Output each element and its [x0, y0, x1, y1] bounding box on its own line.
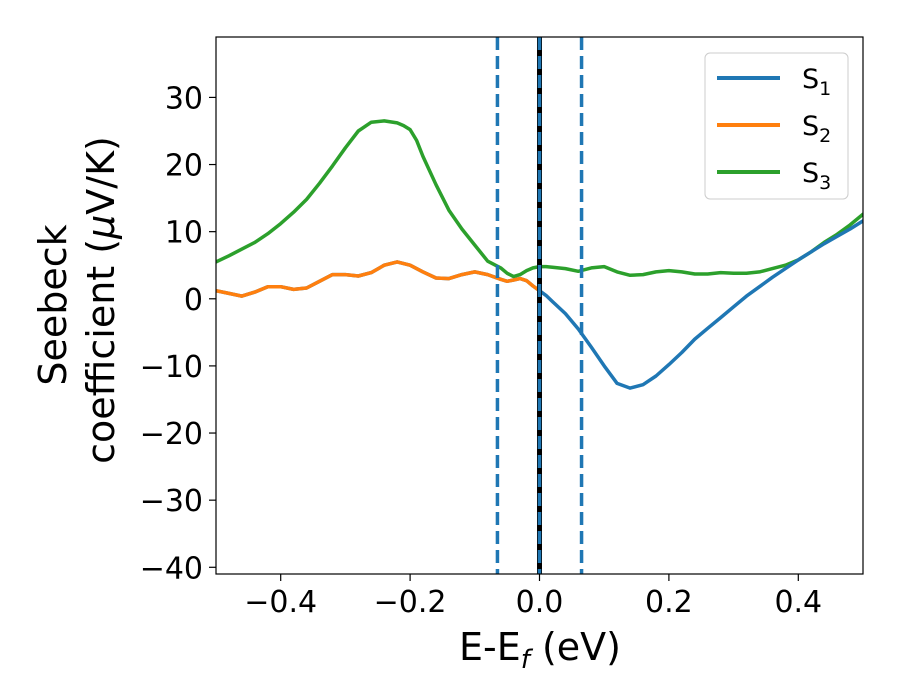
vline-layer [495, 37, 584, 574]
y-tick-label: −30 [140, 484, 203, 519]
y-tick-label: 0 [184, 283, 203, 318]
y-tick-label: 20 [165, 149, 203, 184]
y-tick-label: 30 [165, 81, 203, 116]
y-tick-label: −40 [140, 551, 203, 586]
series-line-s2 [216, 260, 542, 298]
x-axis-title-main: E-E [459, 625, 521, 669]
x-axis-title-unit: (eV) [530, 625, 621, 669]
x-tick-label: 0.0 [516, 585, 564, 620]
legend-label-s1: S1 [802, 64, 831, 100]
x-tick-label: 0.4 [774, 585, 822, 620]
y-axis: −40 −30 −20 −10 0 10 20 30 [140, 81, 216, 586]
y-axis-title-mu: μ [79, 215, 123, 240]
legend: S1 S2 S3 [704, 52, 849, 200]
legend-label-s2: S2 [802, 111, 831, 147]
x-tick-label: 0.2 [645, 585, 693, 620]
y-axis-title-line2: coefficient (μV/K) [79, 136, 123, 464]
x-tick-label: −0.4 [244, 585, 317, 620]
y-axis-title-prefix: coefficient ( [79, 239, 123, 464]
y-axis-title-line1: Seebeck [31, 224, 75, 385]
x-tick-label: −0.2 [374, 585, 447, 620]
x-axis-title: E-Ef (eV) [459, 625, 621, 675]
legend-label-s3: S3 [802, 158, 831, 194]
x-axis: −0.4 −0.2 0.0 0.2 0.4 [244, 574, 822, 620]
y-axis-title-suffix: V/K) [79, 136, 123, 215]
y-tick-label: −20 [140, 417, 203, 452]
series-layer [216, 119, 863, 390]
y-tick-label: −10 [140, 350, 203, 385]
series-line-s3 [216, 119, 863, 279]
y-tick-label: 10 [165, 216, 203, 251]
